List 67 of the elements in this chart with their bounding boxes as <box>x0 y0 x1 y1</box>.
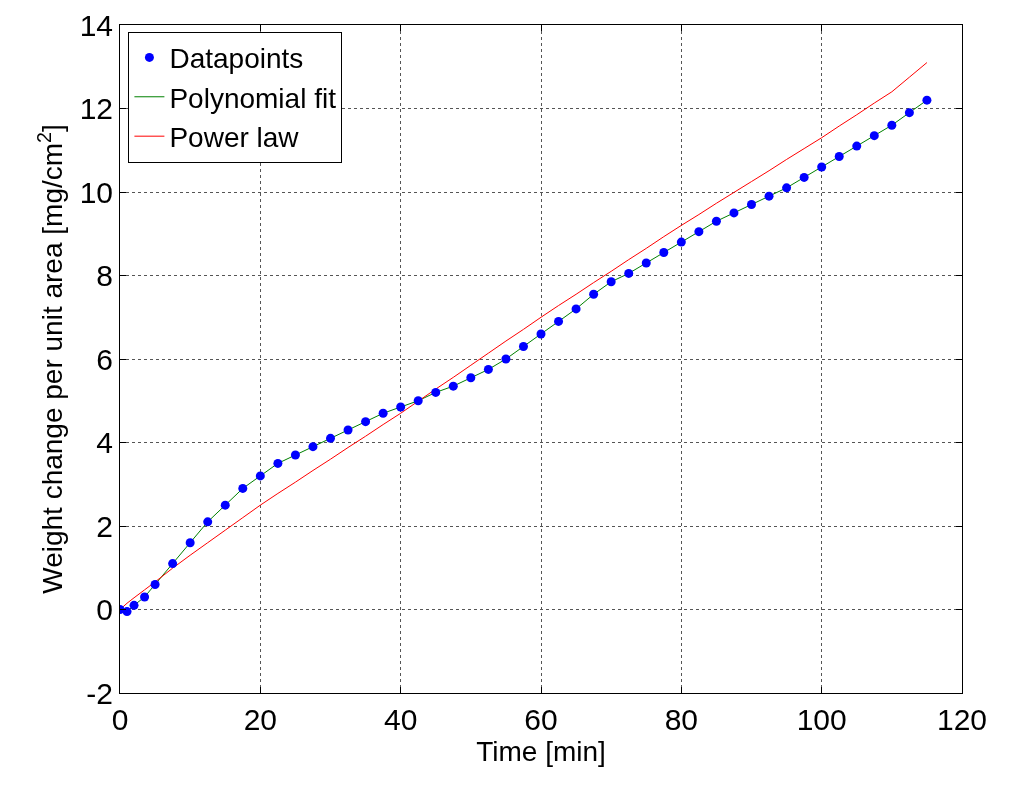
point <box>887 120 897 130</box>
point <box>168 559 178 569</box>
x-tick-label: 20 <box>243 703 278 736</box>
point <box>694 227 704 237</box>
point <box>764 191 774 201</box>
point <box>129 600 139 610</box>
point <box>273 458 283 468</box>
y-tick-label: 10 <box>79 175 113 209</box>
y-tick-label: 8 <box>96 259 113 292</box>
point <box>238 483 248 493</box>
y-tick-label: 0 <box>96 593 113 626</box>
point <box>589 289 599 299</box>
point <box>606 277 616 287</box>
point <box>711 216 721 226</box>
point <box>140 592 150 602</box>
y-tick-label: 4 <box>96 426 113 459</box>
point <box>343 425 353 435</box>
point <box>641 258 651 268</box>
point <box>571 304 581 314</box>
point <box>501 354 511 364</box>
point <box>747 200 756 210</box>
point <box>518 341 528 351</box>
y-tick-label: 2 <box>96 509 113 543</box>
point <box>203 517 213 527</box>
point <box>624 268 634 278</box>
point <box>922 95 932 105</box>
x-tick-label: 80 <box>664 703 699 736</box>
point <box>255 471 265 481</box>
point <box>676 237 686 247</box>
legend-label: Power law <box>169 122 300 154</box>
point <box>782 183 792 193</box>
y-tick-label: -2 <box>86 676 113 710</box>
point <box>904 108 914 118</box>
point <box>378 408 388 418</box>
legend-label: Datapoints <box>169 43 304 75</box>
x-tick-label: 60 <box>524 703 558 736</box>
point <box>466 373 476 383</box>
point <box>483 364 493 374</box>
point <box>869 131 879 141</box>
x-axis-title: Time [min] <box>476 736 606 767</box>
y-tick-label: 12 <box>79 92 113 125</box>
point <box>834 152 844 162</box>
x-tick-label: 100 <box>796 703 847 736</box>
point <box>554 316 564 326</box>
point <box>290 450 300 460</box>
point <box>361 417 371 427</box>
point <box>729 208 739 218</box>
x-tick-label: 120 <box>936 703 988 736</box>
point <box>326 433 335 443</box>
point <box>396 402 406 412</box>
point <box>852 141 862 151</box>
point <box>413 396 423 406</box>
point <box>448 381 458 391</box>
point <box>536 329 546 339</box>
point <box>122 607 132 617</box>
point <box>150 579 160 589</box>
y-tick-label: 14 <box>79 8 113 42</box>
point <box>659 248 669 258</box>
point <box>220 500 230 510</box>
legend-label: Polynomial fit <box>169 82 337 114</box>
y-tick-label: 6 <box>96 342 113 376</box>
point <box>431 387 441 397</box>
point <box>308 442 318 452</box>
point <box>185 538 195 548</box>
point <box>817 162 827 172</box>
x-tick-label: 40 <box>383 703 418 736</box>
point <box>799 172 809 182</box>
